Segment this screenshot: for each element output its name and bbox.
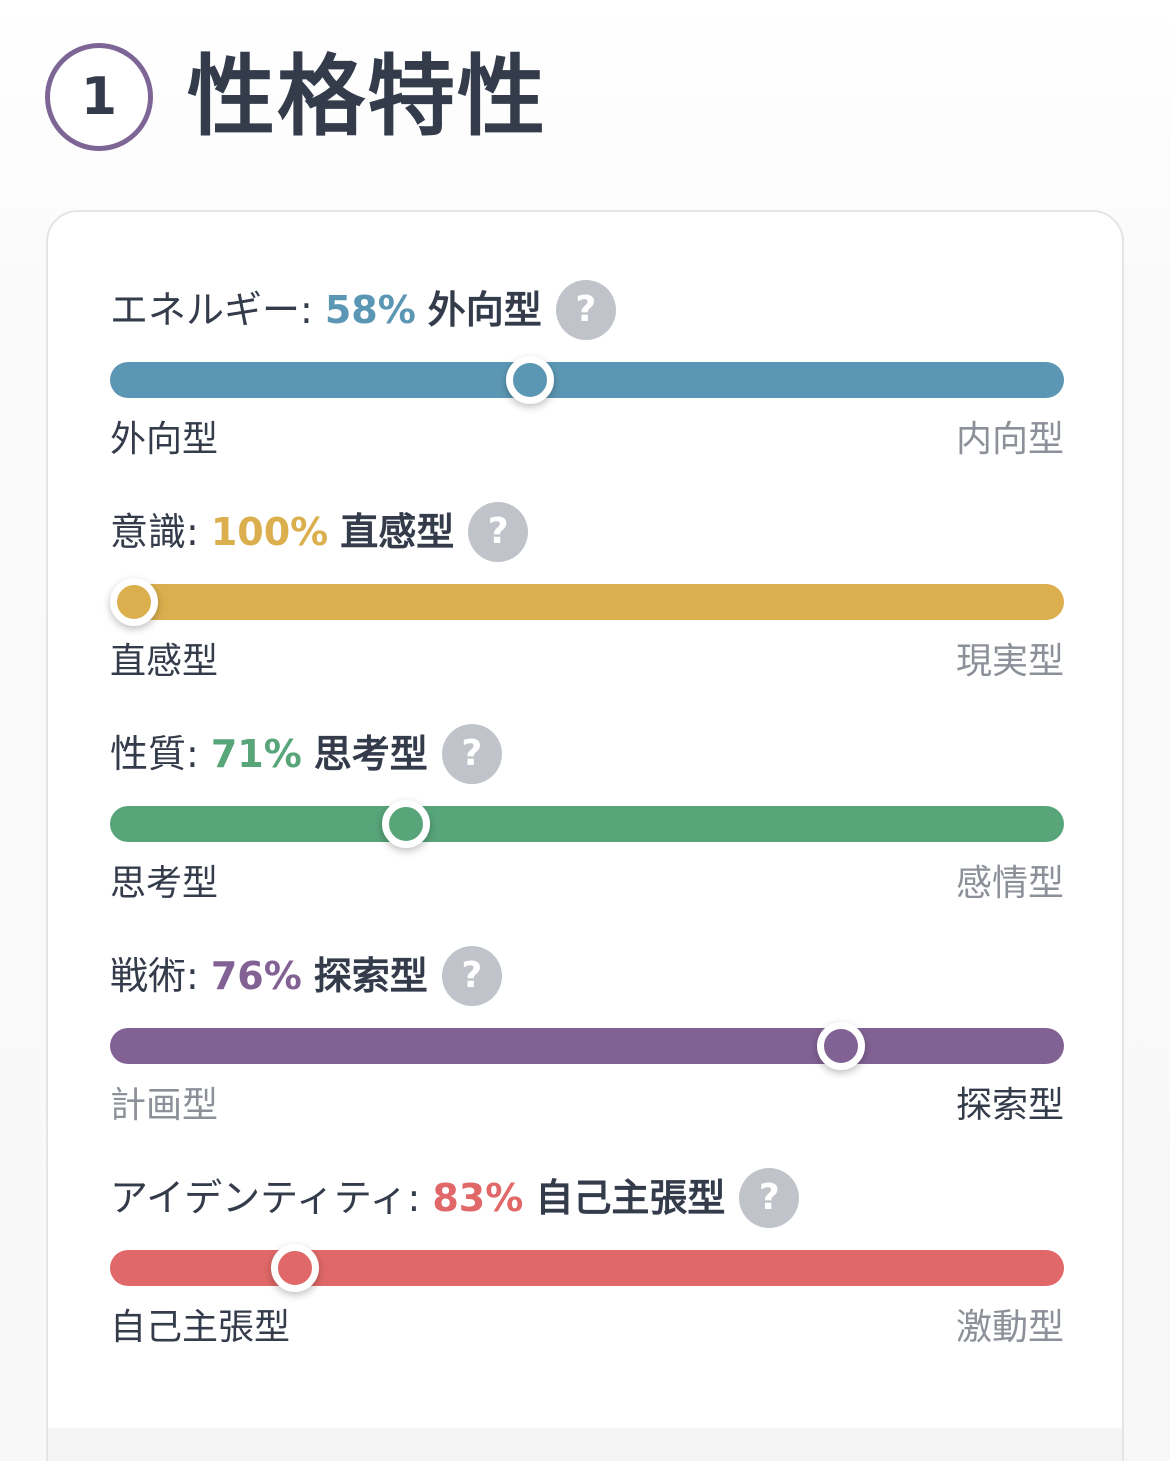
trait-name: 性質:	[110, 732, 199, 776]
scale-left-label: 外向型	[110, 419, 219, 460]
trait-percent: 71%	[210, 732, 302, 776]
trait-heading: アイデンティティ: 83% 自己主張型 ?	[110, 1168, 1064, 1228]
slider-knob[interactable]	[381, 800, 430, 848]
slider-knob[interactable]	[271, 1244, 320, 1292]
scale-right-label: 感情型	[955, 863, 1064, 904]
trait-heading: エネルギー: 58% 外向型 ?	[110, 280, 1064, 340]
trait-mind: 意識: 100% 直感型 ? 直感型 現実型	[109, 502, 1064, 684]
trait-percent: 76%	[210, 954, 302, 998]
slider-knob[interactable]	[816, 1022, 865, 1070]
trait-percent: 100%	[210, 510, 329, 554]
trait-type: 思考型	[313, 732, 428, 776]
trait-percent: 83%	[432, 1176, 524, 1220]
scale-left-label: 思考型	[110, 863, 219, 904]
trait-scale-labels: 自己主張型 激動型	[110, 1306, 1064, 1350]
trait-heading: 意識: 100% 直感型 ?	[110, 502, 1064, 562]
scale-left-label: 自己主張型	[110, 1307, 291, 1348]
trait-nature: 性質: 71% 思考型 ? 思考型 感情型	[110, 724, 1064, 906]
help-icon[interactable]: ?	[739, 1168, 800, 1228]
slider-knob[interactable]	[109, 578, 158, 626]
scale-right-label: 現実型	[955, 641, 1064, 682]
trait-scale-labels: 外向型 内向型	[110, 418, 1064, 462]
trait-slider-track	[110, 800, 1064, 848]
trait-type: 直感型	[340, 510, 455, 554]
help-icon[interactable]: ?	[468, 502, 529, 562]
trait-scale-labels: 直感型 現実型	[110, 640, 1064, 684]
trait-name: 戦術:	[110, 954, 199, 998]
scale-right-label: 内向型	[955, 419, 1064, 460]
scale-right-label: 探索型	[955, 1085, 1064, 1126]
scale-left-label: 計画型	[110, 1085, 219, 1126]
trait-name: エネルギー:	[110, 288, 313, 332]
trait-energy: エネルギー: 58% 外向型 ? 外向型 内向型	[110, 280, 1064, 462]
traits-card: エネルギー: 58% 外向型 ? 外向型 内向型 意識: 100% 直感型 ? …	[46, 210, 1124, 1461]
help-icon[interactable]: ?	[441, 946, 502, 1006]
slider-knob[interactable]	[505, 356, 554, 404]
trait-percent: 58%	[324, 288, 416, 332]
trait-type: 自己主張型	[535, 1176, 726, 1220]
trait-slider-track	[109, 578, 1064, 626]
page-title: 性格特性	[187, 45, 548, 148]
trait-identity: アイデンティティ: 83% 自己主張型 ? 自己主張型 激動型	[110, 1168, 1064, 1350]
trait-name: アイデンティティ:	[110, 1176, 421, 1220]
help-icon[interactable]: ?	[555, 280, 616, 340]
trait-type: 外向型	[427, 288, 542, 332]
scale-right-label: 激動型	[955, 1307, 1064, 1348]
section-header: 1 性格特性	[45, 42, 547, 152]
trait-slider-track	[110, 1022, 1064, 1070]
step-number-badge: 1	[45, 43, 153, 151]
card-footer	[48, 1428, 1122, 1461]
trait-slider-track	[110, 1244, 1064, 1292]
trait-tactics: 戦術: 76% 探索型 ? 計画型 探索型	[110, 946, 1064, 1128]
trait-name: 意識:	[110, 510, 199, 554]
trait-heading: 戦術: 76% 探索型 ?	[110, 946, 1064, 1006]
trait-slider-track	[110, 356, 1064, 404]
scale-left-label: 直感型	[110, 641, 219, 682]
help-icon[interactable]: ?	[441, 724, 502, 784]
trait-heading: 性質: 71% 思考型 ?	[110, 724, 1064, 784]
trait-scale-labels: 思考型 感情型	[110, 862, 1064, 906]
trait-scale-labels: 計画型 探索型	[110, 1084, 1064, 1128]
trait-type: 探索型	[313, 954, 428, 998]
